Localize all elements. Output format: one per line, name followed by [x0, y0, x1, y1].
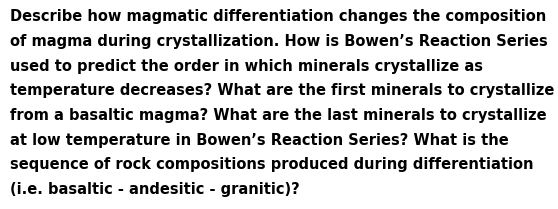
Text: used to predict the order in which minerals crystallize as: used to predict the order in which miner… — [10, 59, 483, 74]
Text: temperature decreases? What are the first minerals to crystallize: temperature decreases? What are the firs… — [10, 83, 555, 98]
Text: of magma during crystallization. How is Bowen’s Reaction Series: of magma during crystallization. How is … — [10, 34, 548, 49]
Text: Describe how magmatic differentiation changes the composition: Describe how magmatic differentiation ch… — [10, 9, 546, 24]
Text: from a basaltic magma? What are the last minerals to crystallize: from a basaltic magma? What are the last… — [10, 108, 547, 123]
Text: at low temperature in Bowen’s Reaction Series? What is the: at low temperature in Bowen’s Reaction S… — [10, 133, 509, 148]
Text: sequence of rock compositions produced during differentiation: sequence of rock compositions produced d… — [10, 157, 533, 172]
Text: (i.e. basaltic - andesitic - granitic)?: (i.e. basaltic - andesitic - granitic)? — [10, 182, 300, 197]
